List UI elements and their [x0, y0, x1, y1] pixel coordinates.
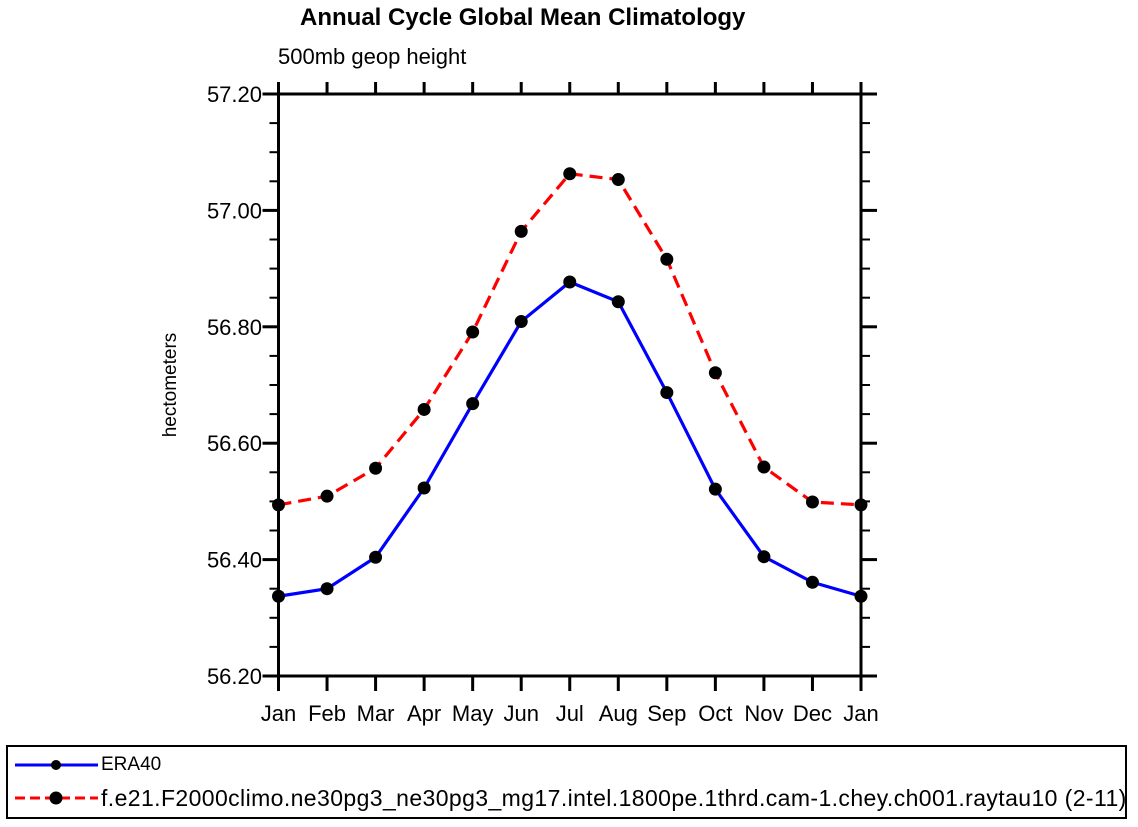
data-point [563, 275, 577, 289]
data-point [514, 315, 528, 329]
x-tick-label: Nov [744, 701, 783, 726]
data-point [272, 589, 285, 603]
legend-box: ERA40 f.e21.F2000climo.ne30pg3_ne30pg3_m… [6, 745, 1127, 819]
x-tick-label: Mar [357, 701, 395, 726]
x-tick-label: Jun [503, 701, 538, 726]
data-point [272, 498, 285, 512]
data-point [757, 550, 771, 564]
data-point [466, 397, 480, 411]
legend-marker-dot [51, 760, 61, 770]
legend-label-era40: ERA40 [101, 754, 162, 775]
data-point [854, 498, 868, 512]
x-tick-label: May [452, 701, 494, 726]
x-tick-label: Apr [407, 701, 441, 726]
data-point [660, 386, 674, 400]
x-tick-label: Jul [556, 701, 584, 726]
y-axis-title: hectometers [160, 333, 181, 438]
data-point [660, 252, 674, 266]
data-point [708, 482, 722, 496]
data-point [417, 402, 431, 416]
x-tick-label: Jan [843, 701, 878, 726]
plot-frame [277, 92, 863, 678]
y-tick-label: 56.80 [207, 315, 262, 340]
data-point [805, 575, 819, 589]
data-point [611, 295, 625, 309]
data-point [369, 550, 383, 564]
data-point [417, 481, 431, 495]
series-line-1 [278, 172, 862, 507]
legend-item-era40: ERA40 [12, 752, 161, 778]
legend-marker-dot [49, 791, 63, 805]
series-line-0 [278, 280, 862, 598]
legend-item-model-run: f.e21.F2000climo.ne30pg3_ne30pg3_mg17.in… [12, 783, 1127, 813]
data-point [320, 582, 334, 596]
x-tick-label: Dec [793, 701, 832, 726]
x-tick-label: Oct [698, 701, 732, 726]
data-point [320, 489, 334, 503]
x-tick-label: Feb [308, 701, 346, 726]
chart-title: Annual Cycle Global Mean Climatology [300, 4, 746, 31]
data-point [514, 224, 528, 238]
legend-line-sample-solid [15, 760, 98, 770]
data-point [466, 325, 480, 339]
x-tick-label: Aug [599, 701, 638, 726]
chart-subtitle: 500mb geop height [278, 44, 467, 69]
legend-label-model-run: f.e21.F2000climo.ne30pg3_ne30pg3_mg17.in… [101, 784, 1127, 811]
legend-line-sample-dashed [15, 791, 98, 805]
data-point [854, 589, 868, 603]
x-tick-label: Sep [647, 701, 686, 726]
data-point [369, 461, 383, 475]
data-point [611, 173, 625, 187]
plot-area: hectometers 56.20 56.40 56.60 56.80 57.00 57.… [160, 82, 879, 726]
data-point [563, 167, 577, 181]
y-tick-label: 56.40 [207, 548, 262, 573]
x-tick-label: Jan [261, 701, 296, 726]
data-point [757, 460, 771, 474]
y-tick-label: 56.60 [207, 431, 262, 456]
y-tick-label: 57.00 [207, 198, 262, 223]
y-tick-label: 56.20 [207, 664, 262, 689]
data-point [708, 366, 722, 380]
y-tick-label: 57.20 [207, 82, 262, 107]
data-point [805, 495, 819, 509]
